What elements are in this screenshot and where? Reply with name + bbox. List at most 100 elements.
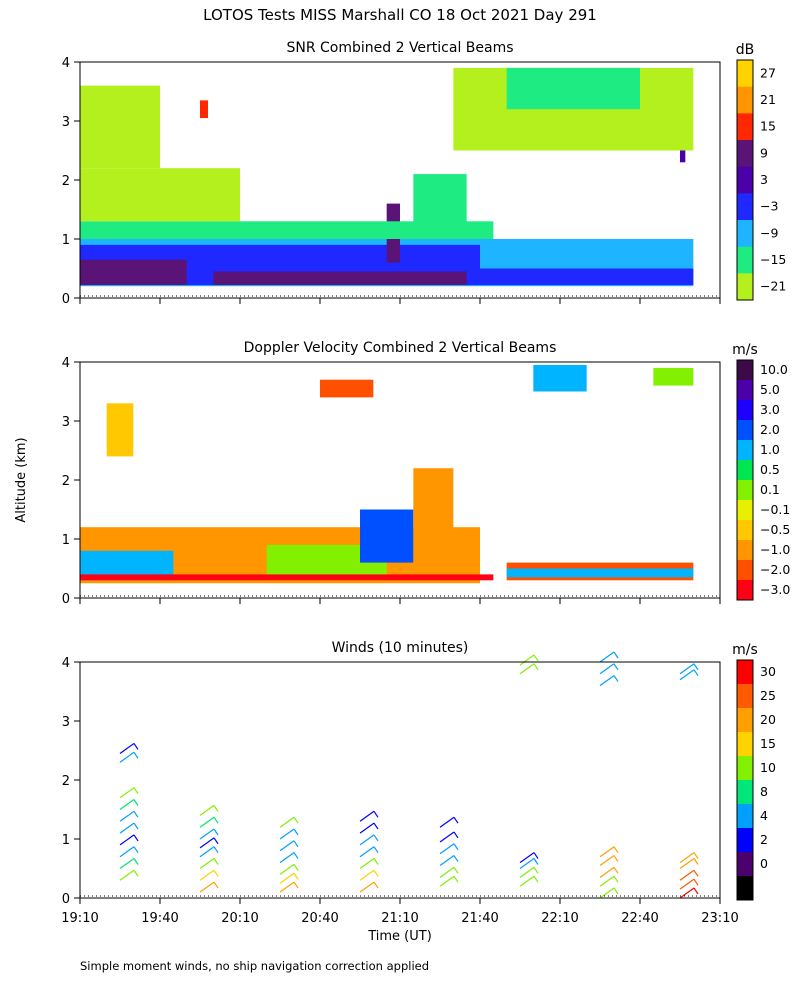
wind-barb-flag xyxy=(133,743,139,750)
wind-barb xyxy=(279,863,295,875)
wind-barb xyxy=(359,822,375,834)
colorbar-label: 25 xyxy=(760,688,776,703)
data-cell xyxy=(80,259,187,286)
wind-barb-flag xyxy=(293,828,299,836)
footnote: Simple moment winds, no ship navigation … xyxy=(80,959,429,973)
colorbar-unit: dB xyxy=(736,42,755,58)
colorbar-label: 4 xyxy=(760,808,768,823)
colorbar-label: 1.0 xyxy=(760,442,780,457)
wind-barb-flag xyxy=(293,864,299,871)
wind-barb xyxy=(359,834,375,846)
wind-barb-flag xyxy=(693,852,699,859)
colorbar-label: 0.5 xyxy=(760,462,780,477)
colorbar-swatch xyxy=(737,440,753,461)
colorbar-label: 3 xyxy=(760,172,768,187)
y-tick-label: 3 xyxy=(62,715,70,730)
wind-barb-flag xyxy=(373,834,379,842)
y-tick-label: 1 xyxy=(62,533,70,548)
wind-barb-flag xyxy=(373,869,379,877)
colorbar-swatch xyxy=(737,166,753,194)
wind-barb-flag xyxy=(693,663,699,671)
wind-barb xyxy=(519,852,535,864)
wind-barb xyxy=(679,878,695,890)
wind-barb xyxy=(679,663,695,675)
colorbar-label: −21 xyxy=(760,279,786,294)
wind-barb-flag xyxy=(613,875,619,883)
data-cell xyxy=(213,271,467,286)
colorbar-label: 27 xyxy=(760,65,776,80)
wind-barb xyxy=(519,866,535,878)
panel-velocity: Doppler Velocity Combined 2 Vertical Bea… xyxy=(62,340,791,607)
wind-barb xyxy=(679,852,695,864)
colorbar-label: −3.0 xyxy=(760,582,790,597)
colorbar-label: 0 xyxy=(760,856,768,871)
wind-barb xyxy=(119,822,135,834)
colorbar-swatch xyxy=(737,756,753,781)
wind-barb-flag xyxy=(213,828,219,836)
data-cell xyxy=(80,221,494,239)
wind-barb-flag xyxy=(533,875,539,883)
colorbar-label: −9 xyxy=(760,225,778,240)
wind-barb xyxy=(679,858,695,869)
colorbar-swatch xyxy=(737,193,753,221)
wind-barb xyxy=(599,663,615,675)
x-tick-label: 19:40 xyxy=(141,911,178,926)
wind-barb-flag xyxy=(613,867,619,874)
data-cell xyxy=(320,379,374,398)
wind-barb-flag xyxy=(133,822,139,830)
colorbar-swatch xyxy=(737,540,753,561)
wind-barb-flag xyxy=(213,846,219,854)
x-tick-label: 21:10 xyxy=(381,911,418,926)
colorbar-swatch xyxy=(737,380,753,401)
wind-barb-flag xyxy=(293,852,299,859)
wind-barb-flag xyxy=(133,846,139,854)
wind-barb xyxy=(119,834,135,846)
wind-barb-flag xyxy=(693,887,699,895)
wind-barb xyxy=(279,816,295,828)
colorbar-label: 30 xyxy=(760,664,776,679)
data-cell xyxy=(360,509,414,563)
wind-barb-flag xyxy=(533,867,539,874)
wind-barb xyxy=(279,881,295,893)
y-tick-label: 0 xyxy=(62,592,70,607)
y-tick-label: 4 xyxy=(62,356,70,371)
data-cell xyxy=(200,100,208,119)
wind-barb xyxy=(199,837,215,849)
wind-barb xyxy=(199,869,215,881)
wind-barb xyxy=(679,887,695,899)
colorbar-label: 10 xyxy=(760,760,776,775)
x-tick-labels: 19:10 19:40 20:10 20:40 21:10 21:40 22:10 22:40… xyxy=(61,911,738,926)
wind-barb xyxy=(359,881,375,893)
wind-barb-flag xyxy=(533,654,539,662)
y-tick-label: 0 xyxy=(62,292,70,307)
colorbar-swatch xyxy=(737,828,753,853)
x-axis-label: Time (UT) xyxy=(367,929,432,944)
colorbar-swatch xyxy=(737,684,753,709)
x-tick-label: 21:40 xyxy=(461,911,498,926)
wind-barb-flag xyxy=(213,881,219,889)
wind-barb-flag xyxy=(133,858,139,865)
wind-barb-flag xyxy=(533,852,539,859)
colorbar-swatch xyxy=(737,732,753,757)
data-cell xyxy=(506,568,694,578)
data-cell xyxy=(80,168,240,222)
wind-barb xyxy=(279,840,295,852)
wind-barb-flag xyxy=(453,843,459,851)
colorbar-label: 9 xyxy=(760,145,768,160)
y-tick-label: 1 xyxy=(62,833,70,848)
wind-barb-flag xyxy=(373,881,379,889)
colorbar-label: 20 xyxy=(760,712,776,727)
x-tick-label: 22:10 xyxy=(541,911,578,926)
wind-barb xyxy=(599,875,615,887)
colorbar-label: 5.0 xyxy=(760,382,780,397)
wind-barb xyxy=(439,855,455,867)
wind-barb-flag xyxy=(373,822,379,830)
y-axis-label: Altitude (km) xyxy=(14,437,29,522)
wind-barb-flag xyxy=(133,810,139,818)
colorbar-label: 10.0 xyxy=(760,362,788,377)
colorbar-swatch xyxy=(737,420,753,441)
wind-barb xyxy=(439,843,455,855)
plot-frame xyxy=(79,661,721,899)
